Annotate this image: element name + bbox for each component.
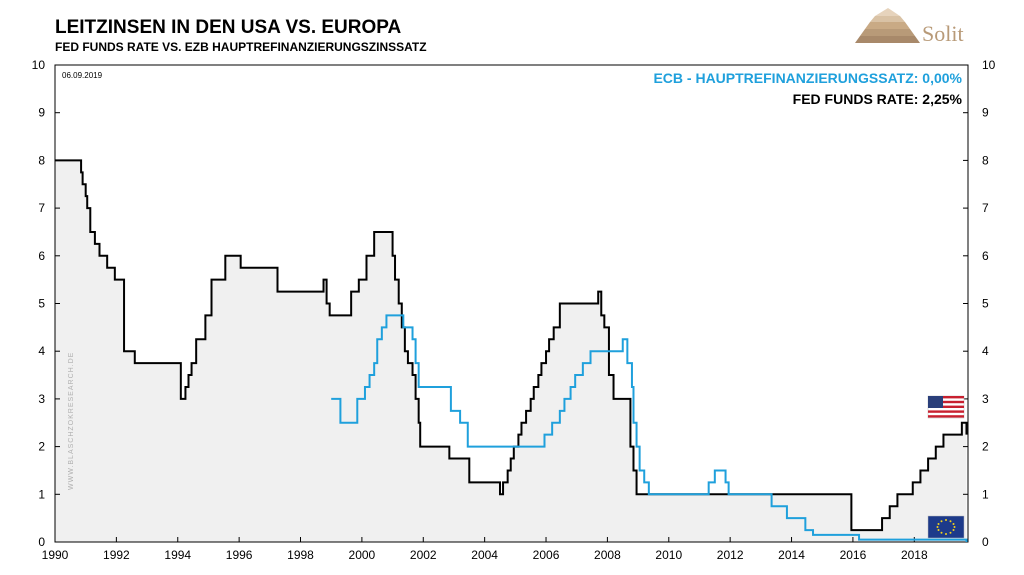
y-tick-label-left: 2 [38,440,45,454]
x-tick-label: 1994 [164,548,191,562]
y-tick-label-right: 10 [982,58,996,72]
x-tick-label: 2000 [349,548,376,562]
pyramid-icon [855,8,920,43]
eu-flag-icon [927,515,965,539]
chart-title: LEITZINSEN IN DEN USA VS. EUROPA [55,17,402,38]
y-tick-label-left: 1 [38,487,45,501]
x-tick-label: 1996 [226,548,253,562]
y-tick-label-right: 7 [982,201,989,215]
x-tick-label: 2004 [471,548,498,562]
date-label: 06.09.2019 [62,71,103,80]
y-tick-label-left: 8 [38,153,45,167]
y-tick-label-right: 0 [982,535,989,549]
y-tick-label-right: 3 [982,392,989,406]
x-tick-label: 2010 [655,548,682,562]
us-flag-icon [927,395,965,419]
fed-area-fill [55,160,967,542]
y-tick-label-right: 6 [982,249,989,263]
x-tick-label: 2014 [778,548,805,562]
x-tick-label: 2006 [533,548,560,562]
y-tick-label-right: 4 [982,344,989,358]
y-tick-label-left: 0 [38,535,45,549]
y-tick-label-right: 5 [982,297,989,311]
logo-text: Solit [922,21,964,46]
y-tick-label-left: 4 [38,344,45,358]
x-tick-label: 1992 [103,548,130,562]
y-tick-label-right: 8 [982,153,989,167]
watermark-text: WWW.BLASCHZOKRESEARCH.DE [68,352,75,490]
x-tick-label: 2016 [840,548,867,562]
y-tick-label-right: 2 [982,440,989,454]
x-tick-label: 1990 [42,548,69,562]
series-lines [55,159,968,542]
x-tick-label: 2018 [901,548,928,562]
y-tick-label-right: 1 [982,487,989,501]
y-tick-label-left: 9 [38,106,45,120]
y-tick-label-right: 9 [982,106,989,120]
legend-fed: FED FUNDS RATE: 2,25% [793,91,963,107]
y-tick-label-left: 6 [38,249,45,263]
series-line-1 [331,314,968,542]
y-tick-label-left: 10 [32,58,46,72]
x-tick-label: 1998 [287,548,314,562]
x-tick-label: 2008 [594,548,621,562]
series-area-0 [55,160,967,542]
legend-ecb: ECB - HAUPTREFINANZIERUNGSSATZ: 0,00% [653,70,962,86]
chart-subtitle: FED FUNDS RATE VS. EZB HAUPTREFINANZIERU… [55,40,427,54]
y-tick-label-left: 3 [38,392,45,406]
y-tick-label-left: 7 [38,201,45,215]
x-tick-label: 2002 [410,548,437,562]
y-tick-label-left: 5 [38,297,45,311]
series-line-0 [55,159,968,532]
x-tick-label: 2012 [717,548,744,562]
